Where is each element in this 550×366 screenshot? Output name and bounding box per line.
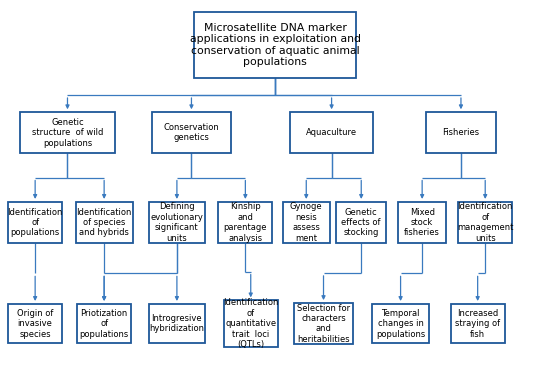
- Bar: [283, 202, 330, 243]
- Text: Genetic
structure  of wild
populations: Genetic structure of wild populations: [32, 118, 103, 148]
- Text: Origin of
invasive
species: Origin of invasive species: [17, 309, 53, 339]
- Bar: [20, 112, 114, 153]
- Bar: [337, 202, 386, 243]
- Text: Aquaculture: Aquaculture: [306, 128, 357, 137]
- Text: Increased
straying of
fish: Increased straying of fish: [455, 309, 500, 339]
- Text: Conservation
genetics: Conservation genetics: [163, 123, 219, 142]
- Bar: [398, 202, 446, 243]
- Text: Identification
of
populations: Identification of populations: [8, 208, 63, 238]
- Text: Priotization
of
populations: Priotization of populations: [80, 309, 129, 339]
- Bar: [77, 304, 131, 343]
- Text: Kinship
and
parentage
analysis: Kinship and parentage analysis: [224, 202, 267, 243]
- Bar: [218, 202, 272, 243]
- Text: Selection for
characters
and
heritabilities: Selection for characters and heritabilit…: [297, 303, 350, 344]
- Text: Temporal
changes in
populations: Temporal changes in populations: [376, 309, 425, 339]
- Text: Gynoge
nesis
assess
ment: Gynoge nesis assess ment: [290, 202, 322, 243]
- Text: Identification
of species
and hybrids: Identification of species and hybrids: [76, 208, 132, 238]
- Bar: [458, 202, 512, 243]
- Text: Identification
of
management
units: Identification of management units: [457, 202, 513, 243]
- Text: Defining
evolutionary
significant
units: Defining evolutionary significant units: [151, 202, 204, 243]
- Text: Genetic
effects of
stocking: Genetic effects of stocking: [342, 208, 381, 238]
- Text: Fisheries: Fisheries: [442, 128, 480, 137]
- Bar: [8, 304, 62, 343]
- Bar: [426, 112, 496, 153]
- Bar: [294, 303, 353, 344]
- Bar: [290, 112, 373, 153]
- Text: Introgresive
hybridization: Introgresive hybridization: [150, 314, 205, 333]
- Bar: [149, 202, 205, 243]
- Text: Mixed
stock
fisheries: Mixed stock fisheries: [404, 208, 440, 238]
- Bar: [224, 300, 278, 347]
- Text: Identification
of
quantitative
trait  loci
(QTLs): Identification of quantitative trait loc…: [223, 298, 278, 349]
- Bar: [75, 202, 133, 243]
- Bar: [194, 12, 356, 78]
- Bar: [372, 304, 429, 343]
- Bar: [8, 202, 62, 243]
- Bar: [149, 304, 205, 343]
- Bar: [152, 112, 232, 153]
- Text: Microsatellite DNA marker
applications in exploitation and
conservation of aquat: Microsatellite DNA marker applications i…: [190, 22, 360, 67]
- Bar: [450, 304, 504, 343]
